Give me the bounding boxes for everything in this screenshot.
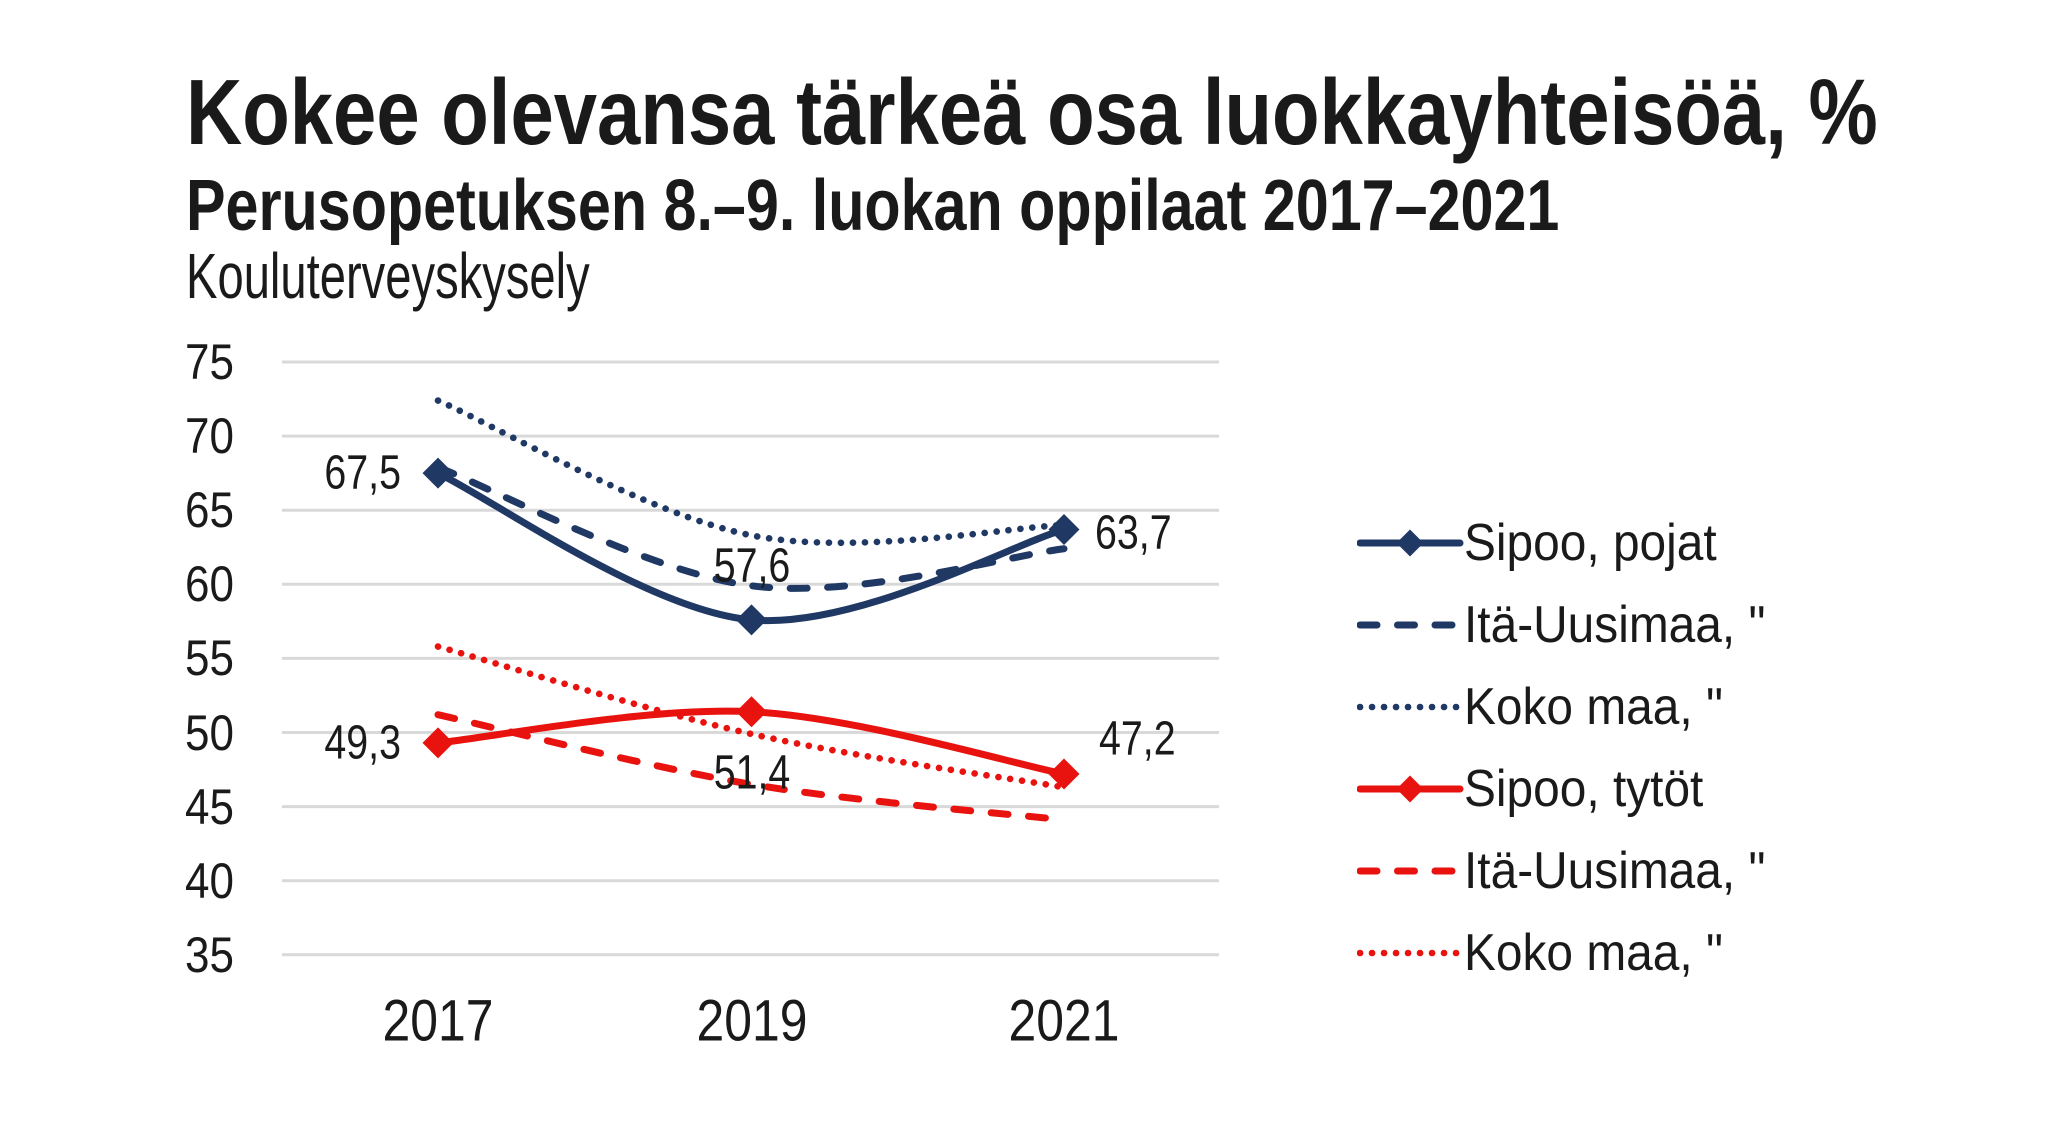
chart-source-note: Kouluterveyskysely — [186, 240, 590, 312]
y-tick-label-75: 75 — [185, 334, 234, 390]
x-tick-label-2021: 2021 — [1008, 988, 1120, 1054]
chart-title: Kokee olevansa tärkeä osa luokkayhteisöä… — [186, 60, 1878, 164]
data-label-sipoo-tyt-t-2019: 51,4 — [713, 746, 790, 800]
data-label-sipoo-pojat-2021: 63,7 — [1095, 506, 1172, 560]
y-tick-label-70: 70 — [185, 408, 234, 465]
data-label-sipoo-pojat-2017: 67,5 — [324, 446, 401, 500]
series-line-koko-maa-2 — [434, 397, 1068, 547]
series-marker-sipoo-tyt-t — [736, 696, 767, 728]
series-marker-sipoo-pojat — [422, 457, 454, 489]
gridlines — [282, 360, 1219, 957]
series-marker-sipoo-tyt-t — [1048, 758, 1080, 790]
x-tick-label-2019: 2019 — [696, 988, 807, 1054]
series-line-koko-maa-5 — [434, 643, 1068, 791]
y-tick-label-55: 55 — [185, 630, 234, 687]
y-tick-label-50: 50 — [185, 704, 234, 761]
data-label-sipoo-pojat-2019: 57,6 — [713, 539, 790, 593]
y-tick-label-60: 60 — [185, 556, 234, 613]
x-tick-label-2017: 2017 — [382, 988, 494, 1054]
y-tick-label-40: 40 — [185, 852, 234, 909]
y-tick-label-65: 65 — [185, 482, 234, 539]
y-tick-label-45: 45 — [185, 778, 234, 835]
chart-subtitle: Perusopetuksen 8.–9. luokan oppilaat 201… — [186, 166, 1560, 246]
y-tick-label-35: 35 — [185, 926, 234, 983]
data-label-sipoo-tyt-t-2021: 47,2 — [1099, 712, 1176, 766]
data-label-sipoo-tyt-t-2017: 49,3 — [324, 716, 401, 770]
series-marker-sipoo-tyt-t — [422, 727, 454, 759]
series-line-it-uusimaa-4 — [434, 711, 1068, 824]
series-marker-sipoo-pojat — [736, 604, 767, 636]
series-line-it-uusimaa-1 — [434, 463, 1068, 592]
series-marker-sipoo-pojat — [1048, 513, 1080, 545]
